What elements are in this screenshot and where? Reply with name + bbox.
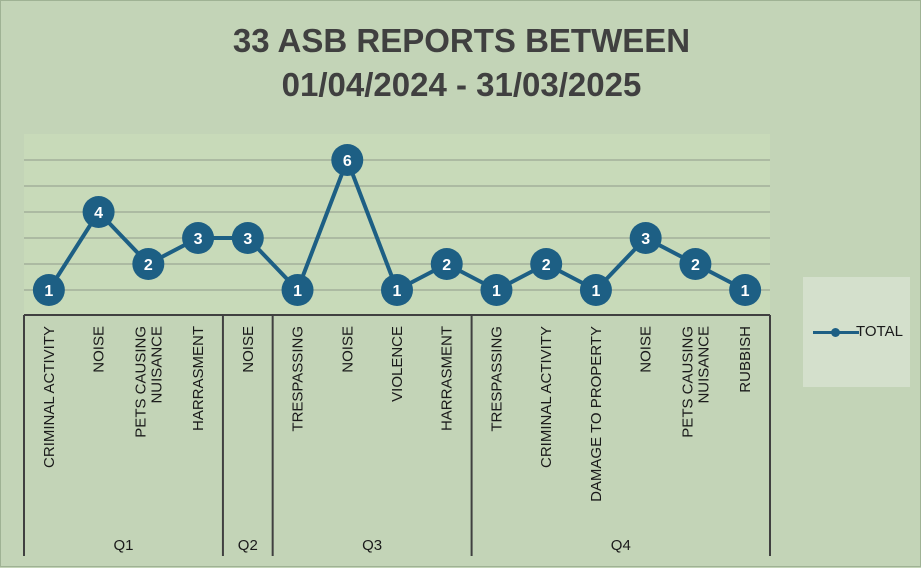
group-label: Q1: [113, 537, 133, 554]
category-label: VIOLENCE: [389, 326, 406, 402]
data-point: [430, 248, 463, 280]
group-label: Q2: [238, 537, 258, 554]
category-label: DAMAGE TO PROPERTY: [588, 326, 605, 502]
category-label: CRIMINAL ACTIVITY: [538, 326, 555, 468]
chart-title-line-1: 33 ASB REPORTS BETWEEN: [232, 22, 691, 59]
data-label: 1: [393, 283, 402, 300]
category-label: NUISANCE: [695, 326, 712, 404]
data-point: [729, 274, 762, 306]
chart-title-line-2: 01/04/2024 - 31/03/2025: [281, 66, 642, 103]
data-point: [629, 222, 662, 254]
legend: TOTAL: [803, 277, 910, 387]
data-point: [82, 196, 115, 228]
category-label: NUISANCE: [148, 326, 165, 404]
chart-title: 33 ASB REPORTS BETWEEN 01/04/2024 - 31/0…: [1, 19, 921, 107]
data-point: [480, 274, 513, 306]
category-label: CRIMINAL ACTIVITY: [41, 326, 58, 468]
data-label: 2: [442, 257, 451, 274]
group-label: Q3: [362, 537, 382, 554]
legend-label: TOTAL: [856, 323, 903, 340]
data-label: 1: [492, 283, 501, 300]
data-label: 3: [641, 231, 650, 248]
group-label: Q4: [611, 537, 631, 554]
category-label: HARRASMENT: [439, 326, 456, 431]
data-label: 1: [741, 283, 750, 300]
data-point: [530, 248, 563, 280]
data-point: [679, 248, 712, 280]
category-label: HARRASMENT: [190, 326, 207, 431]
category-label: RUBBISH: [737, 326, 754, 393]
data-point: [331, 144, 364, 176]
data-point: [281, 274, 314, 306]
category-label: NOISE: [638, 326, 655, 373]
data-label: 2: [691, 257, 700, 274]
data-label: 2: [144, 257, 153, 274]
data-label: 3: [194, 231, 203, 248]
category-label: TRESPASSING: [488, 326, 505, 432]
data-label: 1: [44, 283, 53, 300]
data-label: 1: [591, 283, 600, 300]
category-label: NOISE: [91, 326, 108, 373]
data-label: 1: [293, 283, 302, 300]
category-label: NOISE: [240, 326, 257, 373]
category-label: PETS CAUSING: [132, 326, 149, 438]
data-point: [182, 222, 215, 254]
legend-dot-marker: [831, 328, 840, 337]
category-label: TRESPASSING: [290, 326, 307, 432]
data-point: [381, 274, 413, 306]
data-point: [32, 274, 65, 306]
category-label: NOISE: [339, 326, 356, 373]
data-point: [579, 274, 612, 306]
data-label: 4: [94, 205, 103, 222]
data-label: 2: [542, 257, 551, 274]
data-label: 6: [343, 153, 352, 170]
data-point: [132, 248, 165, 280]
category-label: PETS CAUSING: [679, 326, 696, 438]
data-label: 3: [243, 231, 252, 248]
data-point: [231, 222, 264, 254]
